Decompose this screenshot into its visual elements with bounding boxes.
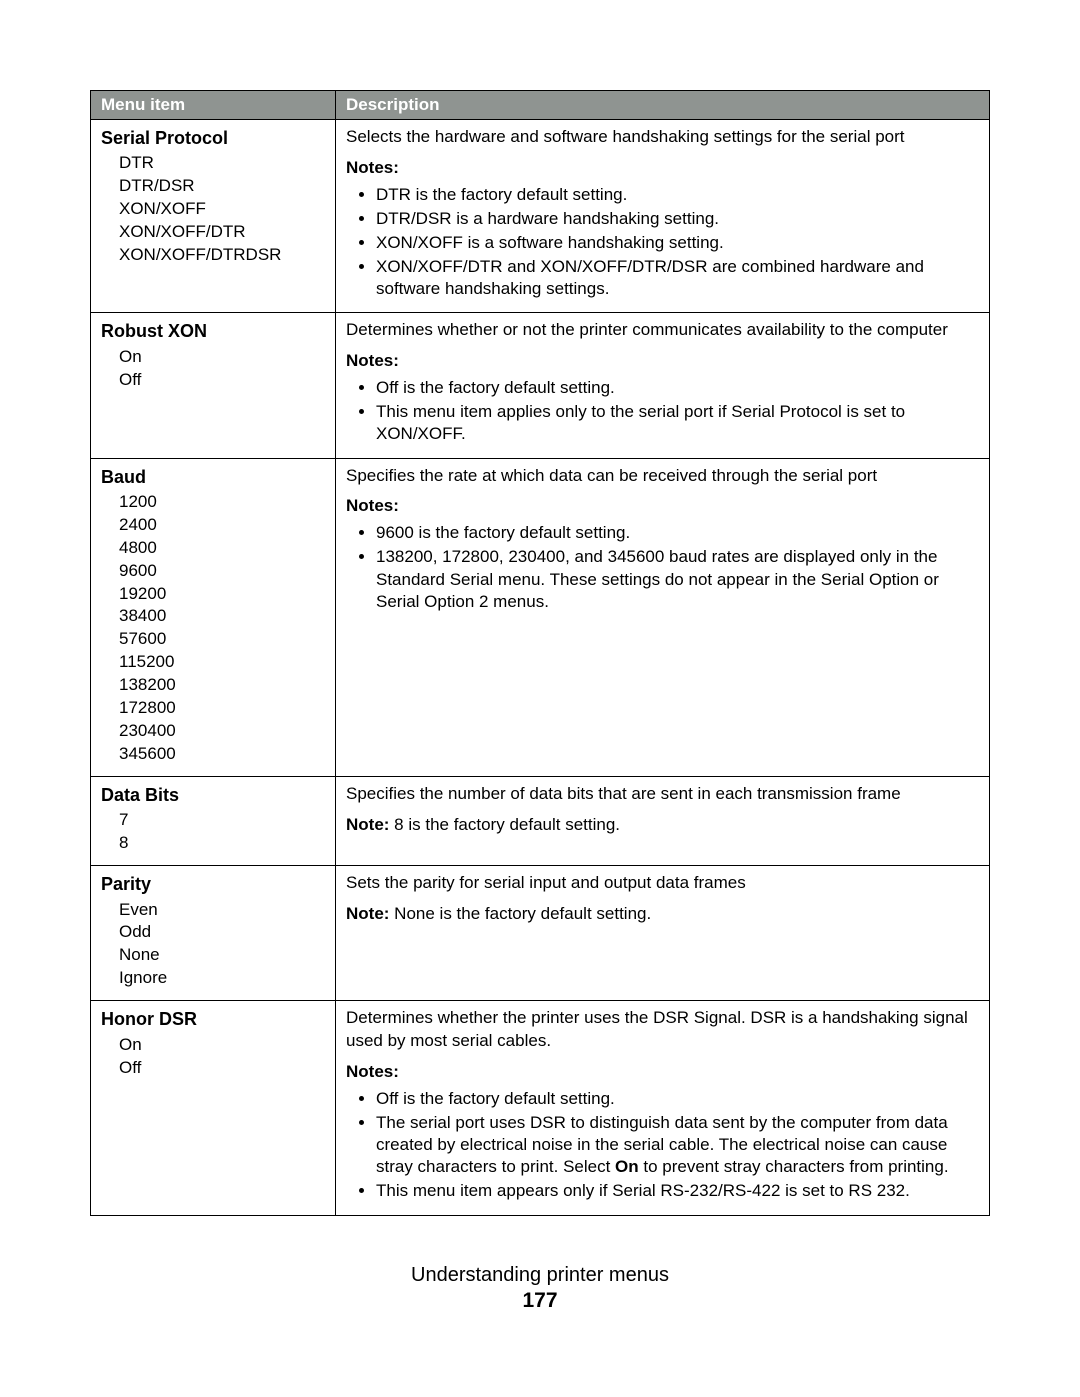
col-header-description: Description (336, 91, 990, 120)
item-title: Data Bits (101, 783, 325, 807)
note-inline: Note: None is the factory default settin… (346, 903, 979, 926)
option: Odd (119, 921, 325, 944)
row-serial-protocol: Serial Protocol DTR DTR/DSR XON/XOFF XON… (91, 120, 990, 313)
option: DTR (119, 152, 325, 175)
row-data-bits: Data Bits 7 8 Specifies the number of da… (91, 777, 990, 866)
item-title: Serial Protocol (101, 126, 325, 150)
option: 172800 (119, 697, 325, 720)
notes-list: Off is the factory default setting. The … (346, 1088, 979, 1202)
note-text: None is the factory default setting. (394, 904, 651, 923)
footer-title: Understanding printer menus (90, 1264, 990, 1287)
cell-description: Determines whether the printer uses the … (336, 1001, 990, 1215)
description-lead: Determines whether or not the printer co… (346, 319, 979, 342)
option-list: 7 8 (101, 809, 325, 855)
table-header-row: Menu item Description (91, 91, 990, 120)
cell-description: Specifies the rate at which data can be … (336, 458, 990, 777)
row-robust-xon: Robust XON On Off Determines whether or … (91, 313, 990, 458)
description-lead: Specifies the number of data bits that a… (346, 783, 979, 806)
option: Off (119, 369, 325, 392)
option: 2400 (119, 514, 325, 537)
note-item: DTR is the factory default setting. (376, 184, 979, 206)
notes-label: Notes: (346, 157, 979, 180)
note-item: XON/XOFF/DTR and XON/XOFF/DTR/DSR are co… (376, 256, 979, 300)
note-item: This menu item appears only if Serial RS… (376, 1180, 979, 1202)
cell-menu-item: Parity Even Odd None Ignore (91, 866, 336, 1001)
page-footer: Understanding printer menus 177 (90, 1264, 990, 1313)
row-baud: Baud 1200 2400 4800 9600 19200 38400 576… (91, 458, 990, 777)
option: 9600 (119, 560, 325, 583)
description-lead: Sets the parity for serial input and out… (346, 872, 979, 895)
cell-description: Specifies the number of data bits that a… (336, 777, 990, 866)
note-item: Off is the factory default setting. (376, 377, 979, 399)
item-title: Robust XON (101, 319, 325, 343)
option: XON/XOFF/DTR (119, 221, 325, 244)
option: 8 (119, 832, 325, 855)
cell-menu-item: Baud 1200 2400 4800 9600 19200 38400 576… (91, 458, 336, 777)
option: None (119, 944, 325, 967)
note-prefix: Note: (346, 815, 394, 834)
item-title: Honor DSR (101, 1007, 325, 1031)
notes-label: Notes: (346, 350, 979, 373)
note-text-b: to prevent stray characters from printin… (639, 1157, 949, 1176)
note-prefix: Note: (346, 904, 394, 923)
row-parity: Parity Even Odd None Ignore Sets the par… (91, 866, 990, 1001)
option: 345600 (119, 743, 325, 766)
option: 38400 (119, 605, 325, 628)
row-honor-dsr: Honor DSR On Off Determines whether the … (91, 1001, 990, 1215)
note-item: The serial port uses DSR to distinguish … (376, 1112, 979, 1178)
option: XON/XOFF/DTRDSR (119, 244, 325, 267)
option: 230400 (119, 720, 325, 743)
option: 138200 (119, 674, 325, 697)
option: Off (119, 1057, 325, 1080)
cell-menu-item: Honor DSR On Off (91, 1001, 336, 1215)
notes-label: Notes: (346, 1061, 979, 1084)
description-lead: Specifies the rate at which data can be … (346, 465, 979, 488)
note-item: 138200, 172800, 230400, and 345600 baud … (376, 546, 979, 612)
notes-list: Off is the factory default setting. This… (346, 377, 979, 445)
document-page: Menu item Description Serial Protocol DT… (0, 0, 1080, 1353)
cell-description: Selects the hardware and software handsh… (336, 120, 990, 313)
note-item: Off is the factory default setting. (376, 1088, 979, 1110)
option: 1200 (119, 491, 325, 514)
option-list: DTR DTR/DSR XON/XOFF XON/XOFF/DTR XON/XO… (101, 152, 325, 267)
note-item: 9600 is the factory default setting. (376, 522, 979, 544)
cell-menu-item: Serial Protocol DTR DTR/DSR XON/XOFF XON… (91, 120, 336, 313)
option: DTR/DSR (119, 175, 325, 198)
option: On (119, 346, 325, 369)
note-item: DTR/DSR is a hardware handshaking settin… (376, 208, 979, 230)
option-list: 1200 2400 4800 9600 19200 38400 57600 11… (101, 491, 325, 766)
option: 4800 (119, 537, 325, 560)
cell-description: Determines whether or not the printer co… (336, 313, 990, 458)
notes-label: Notes: (346, 495, 979, 518)
note-bold: On (615, 1157, 639, 1176)
option-list: On Off (101, 1034, 325, 1080)
note-item: This menu item applies only to the seria… (376, 401, 979, 445)
option: 115200 (119, 651, 325, 674)
option-list: On Off (101, 346, 325, 392)
col-header-menu-item: Menu item (91, 91, 336, 120)
page-number: 177 (90, 1289, 990, 1313)
cell-menu-item: Data Bits 7 8 (91, 777, 336, 866)
option: Ignore (119, 967, 325, 990)
note-inline: Note: 8 is the factory default setting. (346, 814, 979, 837)
option: XON/XOFF (119, 198, 325, 221)
cell-description: Sets the parity for serial input and out… (336, 866, 990, 1001)
option: 7 (119, 809, 325, 832)
item-title: Baud (101, 465, 325, 489)
item-title: Parity (101, 872, 325, 896)
cell-menu-item: Robust XON On Off (91, 313, 336, 458)
notes-list: 9600 is the factory default setting. 138… (346, 522, 979, 612)
note-text: 8 is the factory default setting. (394, 815, 620, 834)
option: 19200 (119, 583, 325, 606)
description-lead: Selects the hardware and software handsh… (346, 126, 979, 149)
option-list: Even Odd None Ignore (101, 899, 325, 991)
option: Even (119, 899, 325, 922)
note-item: XON/XOFF is a software handshaking setti… (376, 232, 979, 254)
option: On (119, 1034, 325, 1057)
notes-list: DTR is the factory default setting. DTR/… (346, 184, 979, 300)
description-lead: Determines whether the printer uses the … (346, 1007, 979, 1053)
option: 57600 (119, 628, 325, 651)
menu-table: Menu item Description Serial Protocol DT… (90, 90, 990, 1216)
